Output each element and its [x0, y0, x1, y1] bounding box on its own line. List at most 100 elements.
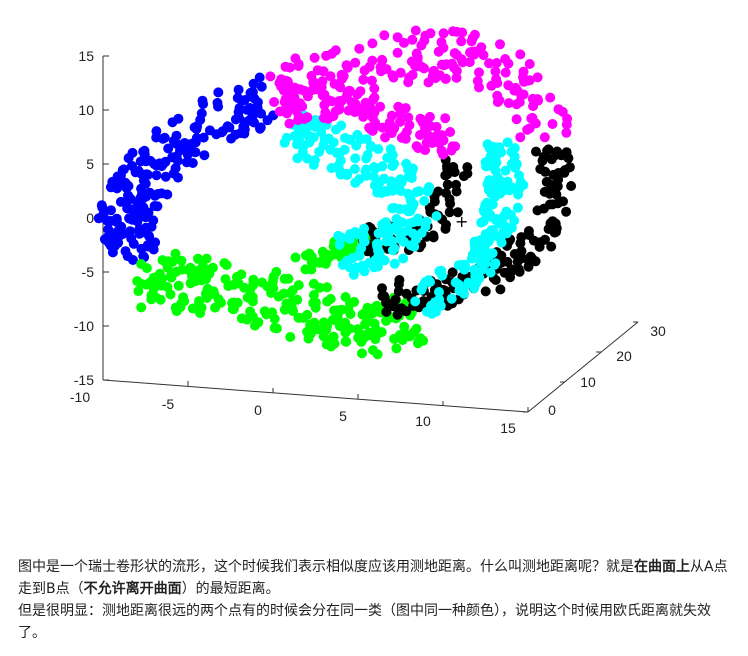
cyan-point — [374, 247, 385, 258]
magenta-point — [403, 77, 414, 88]
magenta-point — [393, 101, 404, 112]
y-tick-label: 0 — [548, 402, 556, 418]
magenta-point — [527, 93, 538, 104]
cyan-point — [481, 161, 492, 172]
magenta-point — [387, 70, 398, 81]
green-point — [381, 315, 392, 326]
green-point — [341, 336, 352, 347]
magenta-point — [324, 95, 335, 106]
magenta-point — [491, 74, 502, 85]
black-point — [480, 286, 491, 297]
green-point — [231, 272, 242, 282]
cyan-point — [492, 171, 503, 182]
cyan-point — [294, 130, 305, 141]
green-point — [228, 297, 239, 308]
cyan-point — [396, 217, 407, 228]
magenta-point — [367, 55, 378, 66]
green-point — [177, 264, 188, 275]
magenta-point — [367, 112, 378, 123]
black-point — [523, 229, 534, 240]
green-point — [312, 324, 323, 335]
blue-point — [115, 170, 126, 181]
magenta-point — [553, 104, 564, 115]
blue-point — [171, 130, 182, 141]
green-point — [241, 314, 252, 325]
magenta-point — [368, 94, 379, 105]
black-point — [535, 237, 546, 248]
caption-p1-c: ）的最短距离。 — [181, 581, 280, 597]
cyan-point — [369, 162, 379, 172]
cyan-point — [389, 258, 400, 269]
magenta-point — [511, 114, 522, 125]
green-point — [155, 294, 166, 305]
cyan-point — [421, 216, 432, 227]
green-point — [287, 285, 298, 296]
cyan-point — [496, 237, 507, 248]
z-tick-label: -15 — [74, 372, 94, 388]
green-point — [201, 253, 212, 264]
magenta-point — [484, 58, 495, 69]
magenta-point — [518, 89, 529, 100]
green-point — [290, 252, 301, 263]
magenta-point — [359, 65, 370, 76]
green-point — [170, 248, 181, 259]
magenta-point — [358, 102, 369, 113]
blue-point — [234, 103, 245, 113]
cyan-point — [459, 259, 470, 270]
black-point — [564, 162, 575, 173]
cyan-point — [407, 228, 418, 239]
green-point — [399, 321, 410, 332]
blue-point — [140, 178, 151, 189]
blue-point — [230, 114, 241, 125]
black-point — [552, 198, 563, 209]
green-point — [187, 271, 197, 282]
blue-point — [171, 138, 182, 149]
blue-point — [111, 213, 122, 224]
cyan-point — [281, 132, 292, 143]
green-point — [195, 308, 206, 319]
blue-point — [97, 202, 108, 213]
magenta-point — [440, 113, 451, 124]
blue-point — [252, 102, 263, 113]
green-point — [358, 309, 369, 320]
magenta-point — [438, 135, 449, 146]
blue-point — [104, 233, 114, 243]
black-point — [553, 174, 564, 185]
blue-point — [125, 226, 136, 237]
cyan-point — [325, 144, 336, 155]
magenta-point — [323, 113, 334, 124]
magenta-point — [524, 123, 535, 134]
black-point — [381, 306, 392, 317]
cyan-point — [502, 137, 513, 148]
cyan-point — [309, 155, 320, 166]
magenta-point — [491, 58, 502, 68]
cyan-point — [389, 158, 400, 169]
z-ticks: 15 10 5 0 -5 -10 -15 — [74, 48, 109, 388]
black-point — [537, 155, 548, 166]
black-point — [429, 196, 440, 207]
cyan-point — [446, 293, 457, 304]
cyan-point — [358, 261, 369, 272]
cyan-point — [494, 218, 505, 229]
magenta-point — [438, 28, 449, 39]
black-point — [392, 309, 403, 320]
magenta-point — [430, 73, 441, 84]
green-point — [322, 296, 333, 307]
magenta-point — [344, 85, 355, 96]
blue-point — [167, 152, 178, 163]
cyan-point — [336, 120, 347, 131]
z-tick-label: 5 — [86, 156, 94, 172]
cyan-point — [350, 153, 361, 164]
blue-point — [124, 194, 135, 205]
cyan-point — [334, 239, 345, 250]
cyan-point — [372, 187, 383, 198]
cyan-point — [486, 145, 497, 156]
cyan-point — [419, 196, 430, 206]
cyan-point — [373, 261, 383, 272]
black-point — [546, 241, 557, 252]
blue-point — [116, 227, 127, 238]
black-point — [452, 207, 463, 218]
green-point — [132, 276, 143, 287]
cyan-point — [356, 243, 367, 254]
